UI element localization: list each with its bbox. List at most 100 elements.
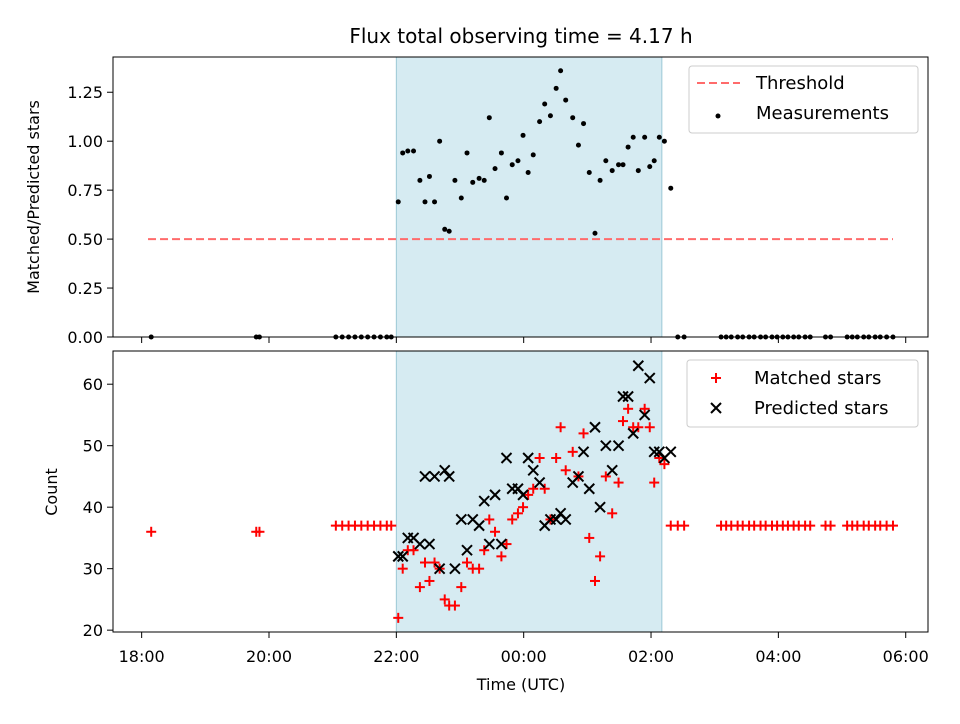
y-tick-label: 20 — [83, 621, 103, 640]
matched-star-point — [449, 600, 460, 611]
matched-star-point — [659, 459, 670, 470]
matched-star-point — [560, 465, 571, 476]
top-panel: 0.00 0.25 0.50 0.75 1.00 1.25 Matched/Predict… — [24, 56, 929, 347]
predicted-star-point — [396, 550, 409, 563]
measurement-point — [597, 177, 603, 183]
matched-star-point — [613, 477, 624, 488]
x-tick-label: 00:00 — [501, 647, 547, 666]
y-tick-label: 0.50 — [67, 230, 103, 249]
legend-matched-label: Matched stars — [754, 368, 881, 389]
measurement-point — [642, 134, 648, 140]
predicted-star-point — [500, 452, 513, 464]
matched-star-point — [567, 446, 578, 457]
matched-star-point — [474, 563, 485, 574]
matched-star-point — [539, 483, 550, 494]
predicted-star-point — [455, 513, 467, 526]
measurement-point — [464, 150, 470, 156]
predicted-star-point — [617, 390, 629, 403]
measurement-point — [476, 175, 482, 181]
x-tick-label: 02:00 — [628, 647, 674, 666]
matched-star-point — [600, 471, 611, 482]
bottom-legend-box — [686, 359, 919, 428]
predicted-star-point — [627, 427, 639, 440]
predicted-star-point — [594, 501, 606, 513]
measurement-point — [586, 170, 592, 176]
matched-star-point — [618, 416, 629, 427]
predicted-star-point — [428, 470, 441, 483]
matched-star-point — [584, 532, 595, 543]
matched-star-point — [633, 422, 644, 433]
measurement-point — [553, 85, 559, 91]
x-tick-label: 20:00 — [246, 647, 292, 666]
measurement-point — [486, 115, 492, 121]
predicted-star-point — [632, 360, 645, 372]
measurement-point — [405, 148, 411, 154]
measurement-point — [651, 158, 657, 164]
measurement-point — [515, 158, 521, 164]
measurement-point — [542, 101, 548, 107]
predicted-star-point — [622, 390, 634, 403]
matched-star-point — [479, 545, 490, 556]
predicted-star-point — [478, 495, 490, 507]
y-tick-label: 0.25 — [67, 279, 103, 298]
measurement-point — [446, 228, 452, 234]
measurement-point — [558, 68, 564, 74]
measurement-point — [647, 164, 653, 170]
matched-star-point — [462, 557, 473, 568]
predicted-star-point — [665, 446, 677, 458]
measurement-point — [452, 177, 458, 183]
matched-star-point — [419, 557, 430, 568]
top-axes-frame — [112, 56, 929, 338]
measurement-point — [417, 177, 423, 183]
bottom-axes-frame — [112, 350, 929, 633]
x-tick-label: 22:00 — [373, 647, 419, 666]
matched-star-point — [512, 508, 523, 519]
measurement-point — [520, 132, 526, 138]
matched-star-point — [825, 520, 836, 531]
measurement-point — [625, 144, 631, 150]
measurement-point — [630, 134, 636, 140]
measurement-point — [395, 199, 401, 205]
legend-predicted-marker — [710, 402, 722, 414]
measurement-point — [609, 168, 615, 174]
predicted-star-point — [489, 489, 501, 501]
matched-star-point — [623, 403, 634, 414]
x-axis-label: Time (UTC) — [476, 675, 565, 694]
legend-matched-swatch — [711, 373, 721, 383]
predicted-star-point — [483, 538, 496, 550]
matched-star-point — [555, 422, 566, 433]
legend-threshold-label: Threshold — [755, 73, 845, 94]
measurement-point — [498, 150, 504, 156]
measurement-point — [492, 166, 498, 172]
matched-star-point — [534, 452, 545, 463]
predicted-star-point — [522, 452, 534, 464]
matched-star-point — [528, 483, 539, 494]
bottom-x-axis: 18:00 20:00 22:00 00:00 02:00 04:00 06:00 — [119, 632, 929, 666]
matched-star-point — [439, 594, 450, 605]
matched-star-point — [254, 526, 265, 537]
y-tick-label: 1.00 — [67, 132, 103, 151]
predicted-star-point — [433, 562, 446, 575]
matched-star-point — [386, 520, 397, 531]
measurement-point — [426, 173, 432, 179]
matched-star-point — [551, 452, 562, 463]
predicted-star-point — [572, 470, 585, 483]
predicted-star-point — [517, 489, 529, 501]
matched-star-point — [490, 526, 501, 537]
predicted-star-point — [527, 464, 539, 476]
predicted-star-point — [612, 439, 625, 452]
predicted-star-point — [443, 470, 455, 483]
matched-star-point — [507, 514, 518, 525]
measurement-point — [470, 179, 476, 185]
predicted-star-point — [638, 409, 651, 421]
matched-star-point — [589, 575, 600, 586]
measurement-point — [442, 226, 448, 232]
measurement-point — [563, 97, 569, 103]
y-tick-label: 1.25 — [67, 83, 103, 102]
predicted-star-point — [495, 538, 508, 550]
legend-predicted-label: Predicted stars — [754, 398, 888, 419]
predicted-star-point — [600, 439, 612, 452]
top-legend-box — [688, 65, 919, 134]
measurement-point — [525, 170, 531, 176]
